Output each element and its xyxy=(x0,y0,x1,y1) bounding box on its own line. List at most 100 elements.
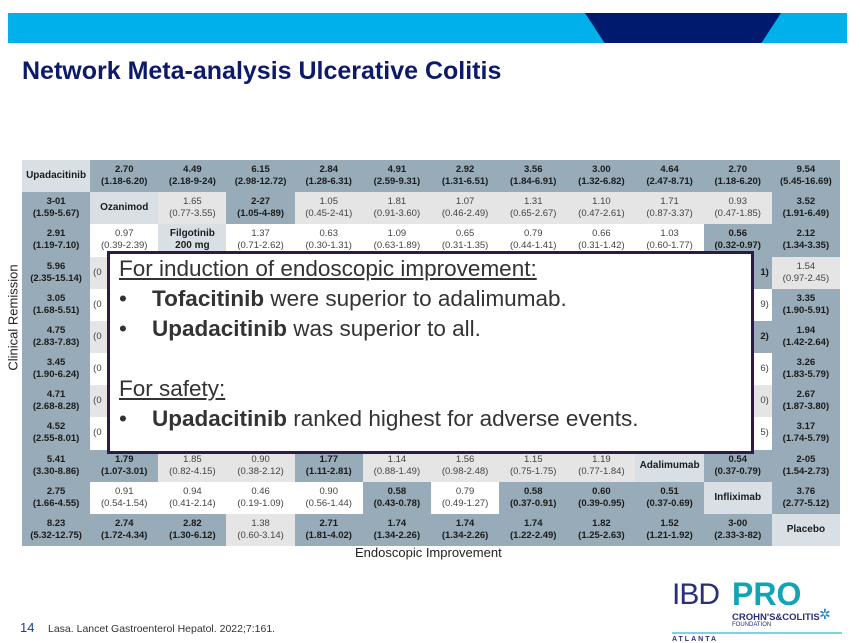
ccf-star-icon: ✲ xyxy=(819,606,831,622)
cell-value: 0.90 xyxy=(319,485,338,497)
logo-divider xyxy=(672,632,842,634)
cell-ci: 1) xyxy=(760,266,769,278)
cell-ci: (1.22-2.49) xyxy=(510,529,557,541)
treatment-label-cell: Infliximab xyxy=(703,481,772,514)
cell-value: 1.81 xyxy=(387,196,407,208)
table-cell: 3.17 (1.74-5.79) xyxy=(771,417,840,450)
cell-value: 0.93 xyxy=(728,196,747,208)
cell-ci: (0.88-1.49) xyxy=(373,465,421,477)
bullet-icon: • xyxy=(119,316,127,341)
cell-ci: (0.39-2.39) xyxy=(101,240,148,252)
table-cell: 6.15 (2.98-12.72) xyxy=(226,160,295,193)
cell-value: 1.10 xyxy=(592,196,611,208)
table-cell: 1.82 (1.25-2.63) xyxy=(567,513,636,546)
cell-ci: (0.37-0.91) xyxy=(510,497,557,509)
cell-value: 1.71 xyxy=(660,196,679,208)
cell-ci: (0.37-0.79) xyxy=(714,465,761,477)
table-cell: 3.45 (1.90-6.24) xyxy=(22,353,91,386)
cell-ci: (0.37-0.69) xyxy=(646,497,693,509)
cell-ci: 2) xyxy=(760,330,769,342)
callout-heading-induction: For induction of endoscopic improvement: xyxy=(110,254,751,284)
table-cell: 2-27 (1.05-4-89) xyxy=(226,192,295,225)
table-cell: 1.05 (0.45-2-41) xyxy=(294,192,363,225)
cell-ci: (1.30-6.12) xyxy=(169,529,216,541)
cell-ci: (0.31-1.35) xyxy=(441,240,489,252)
table-cell: 1.65 (0.77-3.55) xyxy=(158,192,227,225)
bullet-icon: • xyxy=(119,286,127,311)
table-cell: 1.94 (1.42-2.64) xyxy=(771,320,840,353)
cell-ci: (1.68-5.51) xyxy=(32,304,80,316)
table-cell: 0.79 (0.49-1.27) xyxy=(430,481,500,514)
heading-text: For safety xyxy=(119,376,220,401)
table-cell: 3.76 (2.77-5.12) xyxy=(771,481,840,514)
table-cell: 2.82 (1.30-6.12) xyxy=(158,513,227,546)
cell-value: 2.74 xyxy=(114,517,134,529)
bullet-text: was superior to all. xyxy=(287,316,481,341)
cell-value: 3-00 xyxy=(728,517,748,529)
cell-value: 1.37 xyxy=(251,228,270,240)
x-axis-label: Endoscopic Improvement xyxy=(355,545,502,560)
cell-ci: (1.32-6.82) xyxy=(578,176,625,188)
cell-value: 0.60 xyxy=(592,485,611,497)
table-cell: 0.93 (0.47-1.85) xyxy=(703,192,772,225)
cell-value: 0.90 xyxy=(251,453,270,465)
table-cell: 1.07 (0.46-2.49) xyxy=(430,192,500,225)
table-cell: 4.75 (2.83-7.83) xyxy=(22,320,91,353)
cell-ci: (1.42-2.64) xyxy=(782,336,830,348)
cell-ci: (1.90-6.24) xyxy=(32,369,80,381)
table-cell: 1.71 (0.87-3.37) xyxy=(635,192,704,225)
cell-value: 1.74 xyxy=(523,517,543,529)
table-cell: 2.74 (1.72-4.34) xyxy=(90,513,159,546)
page-number: 14 xyxy=(20,620,35,635)
cell-value: 1.85 xyxy=(183,453,202,465)
cell-value: 0.58 xyxy=(387,485,407,497)
cell-value: 4.64 xyxy=(660,164,679,176)
cell-ci: (0.38-2.12) xyxy=(237,465,284,477)
cell-value: 5.96 xyxy=(46,260,66,272)
table-cell: 4.49 (2.18-9-24) xyxy=(158,160,227,193)
cell-ci: (1.31-6.51) xyxy=(441,176,489,188)
table-cell: 0.58 (0.43-0.78) xyxy=(362,481,431,514)
table-cell: 0.54 (0.37-0.79) xyxy=(703,449,772,482)
cell-value: 1.82 xyxy=(592,517,611,529)
cell-ci: (1.28-6.31) xyxy=(305,176,352,188)
cell-value: 1.19 xyxy=(592,453,611,465)
cell-ci: (0.82-4.15) xyxy=(169,465,216,477)
cell-ci: (5.32-12.75) xyxy=(30,529,82,541)
bullet-text: ranked highest for adverse events. xyxy=(287,406,639,431)
cell-value: 2.82 xyxy=(183,517,202,529)
cell-ci: (0.91-3.60) xyxy=(373,208,421,220)
cell-value: 0.79 xyxy=(455,485,475,497)
cell-value: 2.71 xyxy=(319,517,338,529)
slide-title: Network Meta-analysis Ulcerative Colitis xyxy=(22,57,502,85)
table-cell: 3.35 (1.90-5.91) xyxy=(771,288,840,321)
table-cell: 3.00 (1.32-6.82) xyxy=(567,160,636,193)
drug-name: Upadacitinib xyxy=(152,316,288,341)
table-cell: 0.90 (0.56-1.44) xyxy=(294,481,363,514)
cell-value: 3-01 xyxy=(46,196,66,208)
cell-value: Filgotinib xyxy=(169,228,215,240)
table-cell: 1.79 (1.07-3.01) xyxy=(90,449,159,482)
cell-value: 1.15 xyxy=(523,453,543,465)
cell-ci: (1.34-2.26) xyxy=(441,529,489,541)
table-cell: 0.51 (0.37-0.69) xyxy=(635,481,704,514)
cell-ci: (1.34-2.26) xyxy=(373,529,421,541)
cell-ci: (0.44-1.41) xyxy=(510,240,557,252)
cell-ci: (1.91-6.49) xyxy=(782,208,830,220)
colon: : xyxy=(530,256,537,281)
cell-ci: 5) xyxy=(760,427,769,439)
cell-ci: (0.77-1.84) xyxy=(578,465,625,477)
table-cell: 0.60 (0.39-0.95) xyxy=(567,481,636,514)
heading-text: For induction of endoscopic improvement xyxy=(119,256,531,281)
cell-value: 0.97 xyxy=(114,228,134,240)
cell-value: 0.79 xyxy=(523,228,543,240)
drug-name: Tofacitinib xyxy=(152,286,265,311)
cell-ci: (2.59-9.31) xyxy=(373,176,421,188)
cell-ci: (0.32-0.97) xyxy=(714,240,761,252)
cell-value: 0.56 xyxy=(728,228,747,240)
cell-value: Ozanimod xyxy=(100,202,149,214)
cell-value: 0.46 xyxy=(251,485,270,497)
table-cell: 1.56 (0.98-2.48) xyxy=(430,449,500,482)
callout-bullet: • Upadacitinib was superior to all. xyxy=(110,314,751,344)
cell-ci: (1.11-2.81) xyxy=(305,465,352,477)
